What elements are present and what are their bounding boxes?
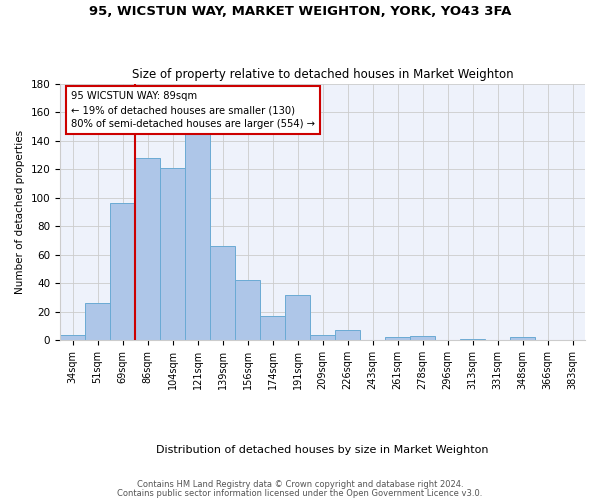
Text: Contains HM Land Registry data © Crown copyright and database right 2024.: Contains HM Land Registry data © Crown c… — [137, 480, 463, 489]
Text: 95, WICSTUN WAY, MARKET WEIGHTON, YORK, YO43 3FA: 95, WICSTUN WAY, MARKET WEIGHTON, YORK, … — [89, 5, 511, 18]
Bar — [160, 168, 185, 340]
Text: 95 WICSTUN WAY: 89sqm
← 19% of detached houses are smaller (130)
80% of semi-det: 95 WICSTUN WAY: 89sqm ← 19% of detached … — [71, 92, 314, 130]
Bar — [85, 304, 110, 341]
Bar — [136, 158, 160, 340]
Bar — [61, 334, 85, 340]
X-axis label: Distribution of detached houses by size in Market Weighton: Distribution of detached houses by size … — [156, 445, 489, 455]
Bar — [460, 339, 485, 340]
Bar — [286, 294, 310, 341]
Bar — [410, 336, 434, 340]
Bar — [385, 338, 410, 340]
Bar — [211, 246, 235, 340]
Title: Size of property relative to detached houses in Market Weighton: Size of property relative to detached ho… — [132, 68, 514, 81]
Bar — [260, 316, 284, 340]
Bar — [235, 280, 260, 340]
Text: Contains public sector information licensed under the Open Government Licence v3: Contains public sector information licen… — [118, 490, 482, 498]
Y-axis label: Number of detached properties: Number of detached properties — [15, 130, 25, 294]
Bar — [511, 338, 535, 340]
Bar — [110, 204, 134, 340]
Bar — [310, 334, 335, 340]
Bar — [335, 330, 359, 340]
Bar — [185, 124, 209, 340]
